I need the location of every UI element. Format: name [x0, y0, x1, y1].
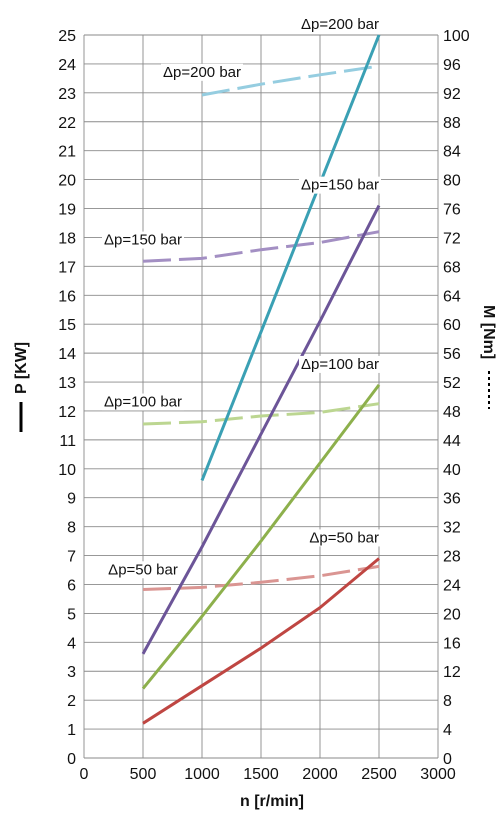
left-y-tick-label: 0	[67, 751, 76, 768]
left-y-tick-label: 20	[58, 173, 76, 190]
right-y-tick-label: 52	[443, 375, 461, 392]
right-y-tick-label: 44	[443, 433, 461, 450]
torque-series-line	[142, 564, 380, 591]
right-y-tick-label: 8	[443, 693, 452, 710]
torque-series-line	[142, 230, 380, 263]
right-y-tick-label: 16	[443, 635, 461, 652]
x-tick-label: 3000	[420, 766, 456, 783]
left-y-tick-label: 17	[58, 259, 76, 276]
left-y-tick-label: 7	[67, 549, 76, 566]
left-y-tick-label: 12	[58, 404, 76, 421]
right-y-tick-label: 72	[443, 230, 461, 247]
right-y-tick-label: 24	[443, 577, 461, 594]
right-y-tick-label: 56	[443, 346, 461, 363]
left-y-tick-label: 18	[58, 230, 76, 247]
series-annotation-label: Δp=200 bar	[163, 64, 241, 81]
annotation-background	[307, 529, 382, 547]
series-layer	[141, 34, 381, 725]
x-tick-labels: 0 500 1000 1500 2000 2500 3000	[80, 766, 456, 783]
left-y-tick-label: 4	[67, 635, 76, 652]
right-y-tick-label: 92	[443, 86, 461, 103]
right-y-tick-label: 100	[443, 28, 470, 45]
right-y-tick-label: 28	[443, 549, 461, 566]
right-y-tick-label: 80	[443, 173, 461, 190]
x-tick-label: 1000	[184, 766, 220, 783]
left-y-tick-labels: 0123456789101112131415161718192021222324…	[58, 28, 76, 768]
left-y-tick-label: 3	[67, 664, 76, 681]
left-y-tick-label: 24	[58, 57, 76, 74]
annotation-background	[106, 561, 180, 579]
power-series-line	[200, 34, 381, 481]
left-y-tick-label: 8	[67, 520, 76, 537]
annotation-background	[161, 63, 244, 81]
x-tick-label: 0	[80, 766, 89, 783]
right-y-tick-label: 40	[443, 462, 461, 479]
right-y-tick-label: 48	[443, 404, 461, 421]
right-y-tick-label: 76	[443, 202, 461, 219]
right-y-tick-label: 0	[443, 751, 452, 768]
series-annotation-label: Δp=50 bar	[309, 529, 379, 546]
series-annotation-label: Δp=50 bar	[108, 561, 178, 578]
grid	[83, 34, 439, 759]
left-y-tick-label: 15	[58, 317, 76, 334]
left-y-tick-label: 10	[58, 462, 76, 479]
power-series-line	[142, 557, 380, 725]
left-axis-title: P [KW]	[13, 342, 30, 432]
right-y-tick-label: 68	[443, 259, 461, 276]
left-y-tick-label: 9	[67, 491, 76, 508]
left-y-tick-label: 6	[67, 577, 76, 594]
left-y-tick-label: 13	[58, 375, 76, 392]
right-y-tick-label: 20	[443, 606, 461, 623]
left-y-tick-label: 1	[67, 722, 76, 739]
right-axis-title: M [Nm]	[480, 305, 497, 409]
right-y-tick-label: 60	[443, 317, 461, 334]
right-y-tick-label: 64	[443, 288, 461, 305]
right-y-tick-label: 12	[443, 664, 461, 681]
annotation-background	[299, 355, 382, 373]
left-axis-label: P [KW]	[13, 342, 30, 394]
annotation-background	[102, 231, 185, 249]
right-axis-label: M [Nm]	[480, 305, 497, 359]
left-y-tick-label: 5	[67, 606, 76, 623]
annotation-background	[299, 16, 382, 33]
x-tick-label: 2500	[361, 766, 397, 783]
right-y-tick-label: 84	[443, 144, 461, 161]
power-series-line	[141, 383, 381, 690]
series-annotation-label: Δp=150 bar	[104, 232, 182, 249]
left-y-tick-label: 21	[58, 144, 76, 161]
torque-series-line	[142, 402, 380, 426]
right-y-tick-label: 96	[443, 57, 461, 74]
right-y-tick-labels: 0481216202428323640444852566064687276808…	[443, 28, 470, 768]
right-y-tick-label: 4	[443, 722, 452, 739]
right-y-tick-label: 88	[443, 115, 461, 132]
right-y-tick-label: 36	[443, 491, 461, 508]
left-y-tick-label: 14	[58, 346, 76, 363]
power-series-line	[141, 204, 381, 655]
annotation-background	[299, 176, 382, 194]
left-y-tick-label: 23	[58, 86, 76, 103]
series-annotations: Δp=200 bar Δp=200 bar Δp=150 bar Δp=150 bar…	[102, 16, 382, 579]
torque-series-line	[201, 64, 380, 97]
series-annotation-label: Δp=100 bar	[301, 356, 379, 373]
x-tick-label: 1500	[243, 766, 279, 783]
x-axis-label: n [r/min]	[240, 793, 304, 810]
right-y-tick-label: 32	[443, 520, 461, 537]
left-y-tick-label: 11	[59, 433, 76, 450]
left-y-tick-label: 19	[58, 202, 76, 219]
series-annotation-label: Δp=100 bar	[104, 394, 182, 411]
left-y-tick-label: 16	[58, 288, 76, 305]
series-annotation-label: Δp=200 bar	[301, 16, 379, 33]
x-tick-label: 2000	[302, 766, 338, 783]
x-tick-label: 500	[130, 766, 157, 783]
left-y-tick-label: 25	[58, 28, 76, 45]
left-y-tick-label: 22	[58, 115, 76, 132]
left-y-tick-label: 2	[67, 693, 76, 710]
annotation-background	[102, 393, 185, 411]
series-annotation-label: Δp=150 bar	[301, 177, 379, 194]
